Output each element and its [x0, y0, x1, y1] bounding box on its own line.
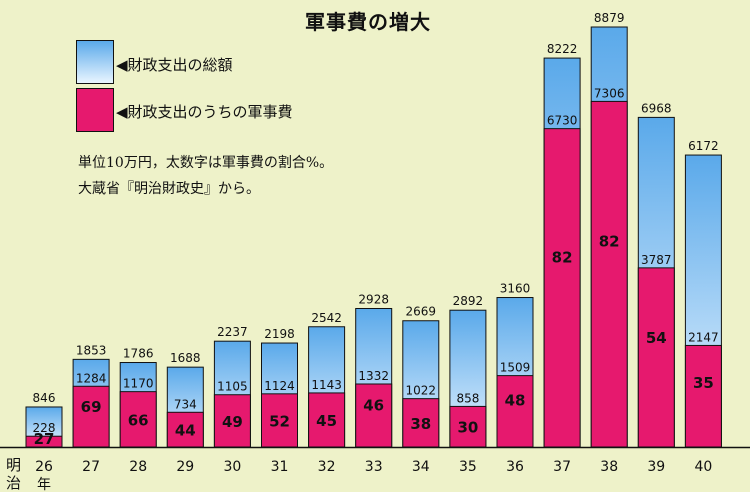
bar-military [449, 405, 487, 448]
military-share-label: 44 [175, 422, 196, 440]
military-share-label: 38 [410, 415, 431, 433]
total-value-label: 6172 [688, 139, 719, 153]
bar-military [496, 375, 534, 448]
x-tick-label: 40 [694, 459, 712, 475]
x-tick-label: 28 [129, 459, 147, 475]
total-value-label: 2892 [453, 294, 484, 308]
legend-label-military-text: 財政支出のうちの軍事費 [127, 103, 293, 121]
military-share-label: 52 [269, 412, 290, 430]
bar-military [308, 392, 346, 448]
note-units: 単位10万円，太数字は軍事費の割合%。 [78, 155, 334, 171]
military-value-label: 1332 [358, 369, 389, 383]
military-share-label: 35 [693, 374, 714, 392]
military-share-label: 45 [316, 412, 337, 430]
bar-military [590, 100, 628, 448]
military-value-label: 1143 [311, 378, 342, 392]
bar-military [637, 267, 675, 448]
military-value-label: 734 [174, 397, 197, 411]
military-share-label: 48 [505, 392, 526, 410]
bar-military [119, 391, 157, 448]
x-tick-label: 38 [600, 459, 618, 475]
military-share-label: 30 [457, 419, 478, 437]
total-value-label: 2928 [358, 292, 389, 306]
military-value-label: 858 [456, 391, 479, 405]
bar-military [166, 411, 204, 448]
military-share-label: 27 [34, 430, 55, 448]
bar-military [72, 385, 110, 448]
total-value-label: 8222 [547, 42, 578, 56]
military-share-label: 82 [552, 248, 573, 266]
bar-military [402, 398, 440, 448]
military-share-label: 46 [363, 396, 384, 414]
military-share-label: 49 [222, 413, 243, 431]
military-value-label: 6730 [547, 114, 578, 128]
total-value-label: 1853 [76, 343, 107, 357]
era-name-line2: 治 [6, 474, 22, 492]
total-value-label: 2237 [217, 325, 248, 339]
total-value-label: 2198 [264, 327, 295, 341]
total-value-label: 1688 [170, 351, 201, 365]
chart-title: 軍事費の増大 [305, 10, 431, 34]
x-tick-label: 33 [365, 459, 383, 475]
legend-label-total: ◀財政支出の総額 [116, 56, 233, 74]
military-value-label: 2147 [688, 330, 719, 344]
military-value-label: 1022 [406, 384, 437, 398]
x-tick-label: 36 [506, 459, 524, 475]
bar-military [543, 128, 581, 448]
total-value-label: 8879 [594, 11, 625, 25]
x-tick-label: 37 [553, 459, 571, 475]
note-source: 大蔵省『明治財政史』から。 [78, 181, 260, 197]
total-value-label: 1786 [123, 347, 154, 361]
military-share-label: 66 [128, 411, 149, 429]
x-axis-unit: 年 [37, 477, 51, 492]
total-value-label: 6968 [641, 101, 672, 115]
military-value-label: 1105 [217, 380, 248, 394]
total-value-label: 3160 [500, 282, 531, 296]
x-tick-label: 26 [35, 459, 53, 475]
x-tick-label: 39 [647, 459, 665, 475]
military-value-label: 1509 [500, 361, 531, 375]
total-value-label: 2542 [311, 311, 342, 325]
legend-label-total-text: 財政支出の総額 [127, 56, 233, 74]
era-name-line1: 明 [6, 456, 22, 474]
x-tick-label: 34 [412, 459, 430, 475]
military-share-label: 69 [81, 398, 102, 416]
total-value-label: 846 [33, 391, 56, 405]
total-value-label: 2669 [406, 305, 437, 319]
military-share-label: 82 [599, 233, 620, 251]
military-value-label: 1284 [76, 371, 107, 385]
legend-label-military: ◀財政支出のうちの軍事費 [116, 103, 293, 121]
military-value-label: 1124 [264, 379, 295, 393]
x-tick-label: 29 [176, 459, 194, 475]
military-value-label: 3787 [641, 253, 672, 267]
bar-military [261, 393, 298, 448]
military-value-label: 1170 [123, 377, 154, 391]
bar-military [355, 383, 393, 448]
legend-swatch-total [76, 40, 114, 84]
x-tick-label: 27 [82, 459, 100, 475]
x-tick-label: 35 [459, 459, 477, 475]
x-tick-label: 31 [271, 459, 289, 475]
x-tick-label: 32 [318, 459, 336, 475]
bar-military [684, 344, 722, 448]
military-value-label: 228 [33, 421, 56, 435]
legend-swatch-military [76, 88, 114, 132]
x-tick-label: 30 [223, 459, 241, 475]
military-value-label: 7306 [594, 86, 625, 100]
military-share-label: 54 [646, 329, 667, 347]
